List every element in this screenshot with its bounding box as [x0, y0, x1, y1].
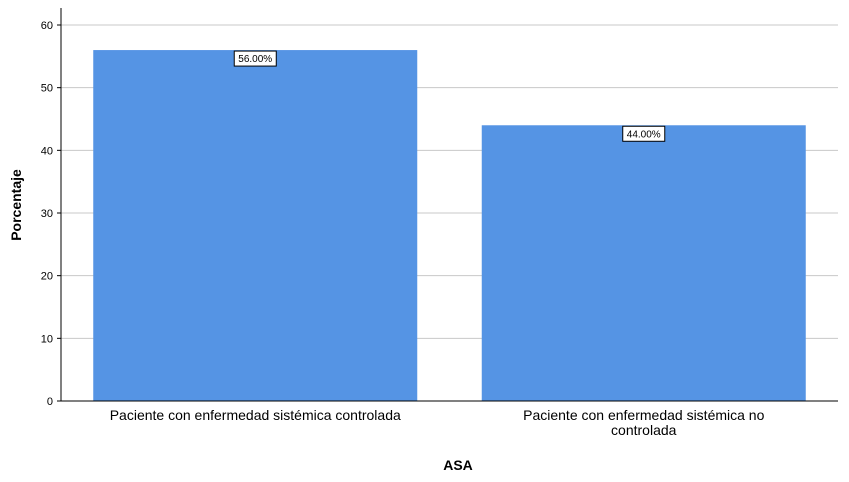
- y-tick-label: 60: [41, 20, 53, 32]
- axes: [60, 8, 838, 402]
- y-tick-label: 20: [41, 271, 53, 283]
- y-axis-title: Porcentaje: [8, 169, 24, 241]
- data-label-box: [233, 50, 277, 67]
- data-label: 44.00%: [627, 129, 661, 140]
- x-tick-label-line: controlada: [611, 422, 677, 438]
- data-labels: 56.00% 44.00%: [233, 50, 666, 142]
- x-tick-labels: Paciente con enfermedad sistémica contro…: [110, 407, 765, 438]
- bar: [93, 50, 418, 402]
- x-tick-label: Paciente con enfermedad sistémica no cont…: [523, 407, 764, 438]
- bars: [93, 50, 806, 402]
- x-axis-title: ASA: [443, 457, 473, 473]
- bar: [481, 125, 806, 402]
- data-label-box: [622, 125, 666, 142]
- data-label: 56.00%: [238, 54, 272, 65]
- x-tick-label-line: Paciente con enfermedad sistémica no: [523, 407, 764, 423]
- x-tick-label: Paciente con enfermedad sistémica contro…: [110, 407, 401, 423]
- x-tick-label-line: Paciente con enfermedad sistémica contro…: [110, 407, 401, 423]
- y-tick-label: 0: [47, 396, 53, 408]
- y-tick-label: 40: [41, 145, 53, 157]
- y-tick-labels: 0 10 20 30 40 50 60: [41, 20, 61, 408]
- y-tick-label: 30: [41, 208, 53, 220]
- y-tick-label: 10: [41, 333, 53, 345]
- y-tick-label: 50: [41, 83, 53, 95]
